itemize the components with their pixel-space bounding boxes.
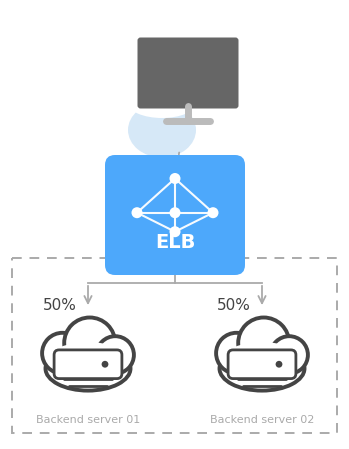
Circle shape <box>270 336 308 374</box>
FancyBboxPatch shape <box>105 155 245 275</box>
Circle shape <box>42 333 83 374</box>
FancyBboxPatch shape <box>228 350 296 379</box>
Text: ELB: ELB <box>155 233 195 252</box>
Circle shape <box>97 336 134 374</box>
Circle shape <box>64 317 115 369</box>
Ellipse shape <box>45 346 131 391</box>
Ellipse shape <box>128 102 196 158</box>
Text: 50%: 50% <box>43 298 77 313</box>
Circle shape <box>140 51 184 95</box>
Ellipse shape <box>128 88 196 118</box>
Circle shape <box>208 207 218 218</box>
Text: Backend server 01: Backend server 01 <box>36 415 140 425</box>
FancyBboxPatch shape <box>54 350 122 379</box>
Circle shape <box>216 333 257 374</box>
Ellipse shape <box>50 342 126 374</box>
Ellipse shape <box>224 342 300 374</box>
Text: 50%: 50% <box>217 298 251 313</box>
Text: Backend server 02: Backend server 02 <box>210 415 314 425</box>
Circle shape <box>102 361 109 368</box>
Ellipse shape <box>220 346 304 391</box>
Circle shape <box>132 207 142 218</box>
Circle shape <box>170 173 180 184</box>
Circle shape <box>170 207 180 218</box>
FancyBboxPatch shape <box>138 38 238 109</box>
Circle shape <box>170 226 180 237</box>
Circle shape <box>238 317 289 369</box>
Circle shape <box>276 361 282 368</box>
